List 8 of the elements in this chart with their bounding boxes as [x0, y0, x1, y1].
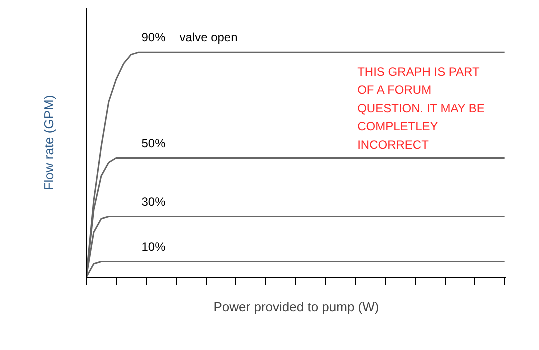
series-label: 90%: [142, 30, 166, 45]
series-label: 50%: [142, 136, 166, 150]
annotation: THIS GRAPH IS PART OF A FORUM QUESTION. IT MAY BE COMPLETLEY INCORRECT: [358, 64, 485, 152]
series-label: 10%: [142, 240, 166, 254]
x-axis-title: Power provided to pump (W): [214, 300, 380, 314]
series-label: 30%: [142, 194, 166, 209]
y-axis-title: Flow rate (GPM): [42, 95, 56, 191]
text: valve open: [180, 30, 238, 45]
